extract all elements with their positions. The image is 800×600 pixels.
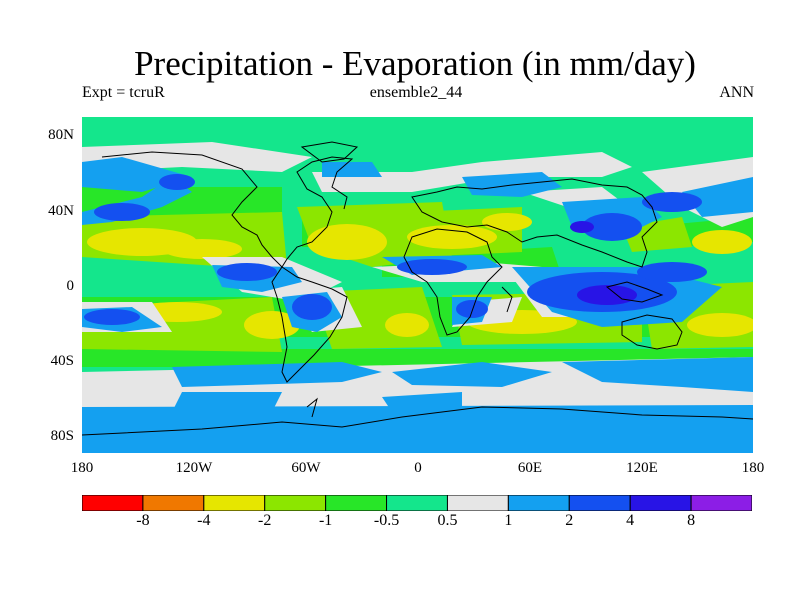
- lon-label-120w: 120W: [175, 460, 213, 476]
- season-label: ANN: [719, 84, 754, 101]
- colorbar-label: -0.5: [373, 512, 400, 529]
- colorbar-label: -8: [136, 512, 150, 529]
- colorbar-box-0: [82, 495, 144, 511]
- field-blue: [84, 174, 707, 325]
- lat-label-40n: 40N: [48, 203, 74, 219]
- colorbar-box-5: [386, 495, 448, 511]
- colorbar-box-9: [629, 495, 692, 511]
- colorbar-box-2: [203, 495, 266, 511]
- colorbar-box-1: [142, 495, 205, 511]
- lat-label-0: 0: [66, 278, 75, 294]
- colorbar-label: -4: [197, 512, 211, 529]
- lon-label-180w: 180: [70, 460, 94, 476]
- colorbar-boxes: [82, 495, 752, 511]
- colorbar: [82, 495, 752, 511]
- lon-label-0: 0: [414, 460, 422, 476]
- lon-label-120e: 120E: [626, 460, 658, 476]
- colorbar-box-7: [507, 495, 570, 511]
- colorbar-label: 2: [565, 512, 574, 529]
- colorbar-label: 8: [687, 512, 696, 529]
- coastlines: [82, 141, 753, 436]
- lon-label-180e: 180: [741, 460, 765, 476]
- lat-label-80s: 80S: [50, 428, 74, 444]
- field-darkblue: [570, 221, 637, 305]
- colorbar-box-6: [446, 495, 509, 511]
- precip-evap-map: [82, 117, 753, 453]
- lat-label-40s: 40S: [50, 353, 74, 369]
- ensemble-label: ensemble2_44: [369, 84, 463, 101]
- colorbar-label: 4: [626, 512, 635, 529]
- colorbar-box-4: [325, 495, 388, 511]
- colorbar-label: 0.5: [437, 512, 458, 529]
- plot-title: Precipitation - Evaporation (in mm/day): [134, 44, 696, 83]
- lon-label-60e: 60E: [517, 460, 543, 476]
- colorbar-label: 1: [504, 512, 513, 529]
- colorbar-box-3: [264, 495, 327, 511]
- experiment-label: Expt = tcruR: [82, 84, 165, 101]
- lon-label-60w: 60W: [291, 460, 321, 476]
- colorbar-label: -1: [318, 512, 333, 529]
- colorbar-box-8: [568, 495, 631, 511]
- colorbar-box-10: [690, 495, 752, 511]
- lat-label-80n: 80N: [48, 127, 74, 143]
- colorbar-label: -2: [258, 512, 272, 529]
